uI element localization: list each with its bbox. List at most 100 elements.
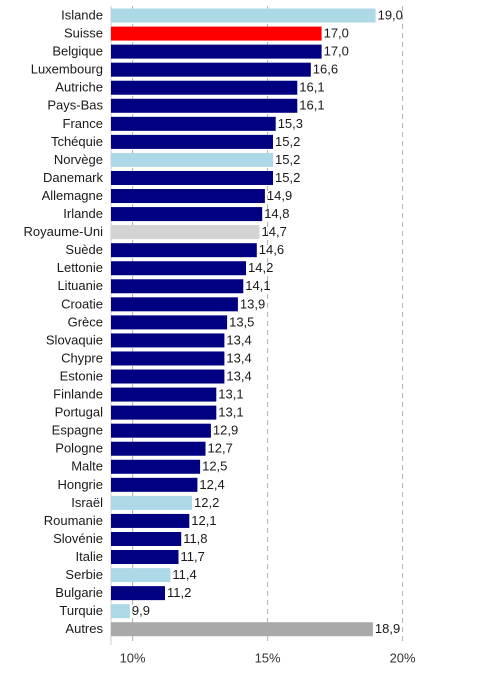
category-label: Autres	[65, 621, 103, 636]
value-label: 18,9	[375, 621, 400, 636]
x-tick-label: 15%	[255, 650, 281, 665]
value-label: 15,3	[278, 116, 303, 131]
category-label: Suisse	[64, 26, 103, 41]
bar	[111, 243, 257, 258]
bar	[111, 315, 228, 330]
bar	[111, 261, 246, 276]
bar	[111, 8, 376, 23]
value-label: 12,2	[194, 495, 219, 510]
value-label: 12,4	[199, 477, 224, 492]
bar	[111, 604, 130, 619]
category-label: Islande	[61, 7, 103, 22]
value-label: 19,0	[378, 7, 403, 22]
category-label: Malte	[71, 459, 103, 474]
category-label: Luxembourg	[31, 62, 103, 77]
category-label: Portugal	[55, 405, 104, 420]
value-label: 16,1	[299, 98, 324, 113]
x-axis-ticks: 10% 15% 20%	[120, 650, 416, 665]
value-label: 13,1	[218, 387, 243, 402]
category-label: Grèce	[68, 314, 103, 329]
bar	[111, 387, 217, 402]
bar	[111, 134, 273, 149]
category-label: Israël	[71, 495, 103, 510]
value-labels: 19,0 17,0 17,0 16,6 16,1 16,1 15,3 15,2 15,2 15,2…	[132, 7, 403, 636]
category-label: Italie	[76, 549, 103, 564]
bar	[111, 225, 260, 240]
bar	[111, 116, 276, 131]
value-label: 13,1	[218, 405, 243, 420]
value-label: 14,1	[245, 278, 270, 293]
category-label: Suède	[65, 242, 103, 257]
bar	[111, 170, 273, 185]
category-label: Pologne	[55, 441, 103, 456]
category-label: Bulgarie	[55, 585, 103, 600]
value-label: 11,2	[167, 585, 191, 600]
value-label: 15,2	[275, 152, 300, 167]
category-label: Serbie	[65, 567, 103, 582]
category-label: Norvège	[54, 152, 103, 167]
bar	[111, 189, 265, 204]
value-label: 13,4	[226, 350, 251, 365]
bar	[111, 568, 171, 583]
bar	[111, 297, 238, 312]
value-label: 14,8	[264, 206, 289, 221]
bar	[111, 369, 225, 384]
value-label: 15,2	[275, 170, 300, 185]
value-label: 11,4	[172, 567, 196, 582]
bar	[111, 586, 165, 601]
value-label: 13,9	[240, 296, 265, 311]
category-label: Slovaquie	[46, 332, 103, 347]
category-label: Chypre	[61, 350, 103, 365]
value-label: 13,5	[229, 314, 254, 329]
category-label: France	[63, 116, 103, 131]
bar	[111, 550, 179, 565]
bar	[111, 44, 322, 59]
category-label: Pays-Bas	[47, 98, 103, 113]
value-label: 16,1	[299, 80, 324, 95]
value-label: 9,9	[132, 603, 150, 618]
value-label: 17,0	[324, 44, 349, 59]
bar	[111, 513, 190, 528]
category-label: Hongrie	[57, 477, 103, 492]
category-label: Autriche	[55, 80, 103, 95]
bar	[111, 80, 298, 95]
x-tick-label: 20%	[390, 650, 416, 665]
value-label: 12,1	[191, 513, 216, 528]
value-label: 11,8	[183, 531, 207, 546]
bar	[111, 441, 206, 456]
value-label: 12,7	[208, 441, 233, 456]
category-label: Allemagne	[42, 188, 103, 203]
value-label: 13,4	[226, 332, 251, 347]
bar	[111, 333, 225, 348]
bar	[111, 62, 311, 77]
category-label: Turquie	[59, 603, 103, 618]
value-label: 12,5	[202, 459, 227, 474]
bar	[111, 207, 263, 222]
bar	[111, 423, 211, 438]
value-label: 11,7	[181, 549, 205, 564]
category-label: Espagne	[52, 423, 103, 438]
value-label: 14,7	[262, 224, 287, 239]
category-label: Croatie	[61, 296, 103, 311]
bar	[111, 531, 182, 546]
bar	[111, 477, 198, 492]
category-label: Irlande	[63, 206, 103, 221]
value-label: 17,0	[324, 26, 349, 41]
bar	[111, 279, 244, 294]
value-label: 13,4	[226, 368, 251, 383]
category-label: Belgique	[52, 44, 103, 59]
value-label: 14,9	[267, 188, 292, 203]
category-label: Finlande	[53, 387, 103, 402]
category-label: Lituanie	[57, 278, 103, 293]
bar	[111, 405, 217, 420]
x-tick-label: 10%	[120, 650, 146, 665]
bar	[111, 495, 192, 510]
value-label: 14,2	[248, 260, 273, 275]
category-label: Tchéquie	[51, 134, 103, 149]
bars-layer	[111, 8, 376, 637]
value-label: 12,9	[213, 423, 238, 438]
category-label: Roumanie	[44, 513, 103, 528]
value-label: 15,2	[275, 134, 300, 149]
bar	[111, 98, 298, 113]
